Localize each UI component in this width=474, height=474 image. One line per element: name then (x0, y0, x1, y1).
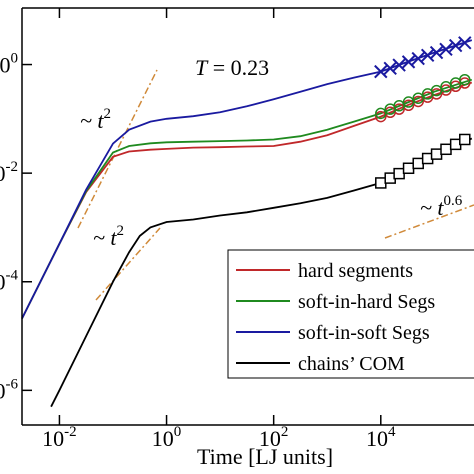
x-axis-label: Time [LJ units] (197, 444, 333, 469)
plot-area (21, 36, 473, 408)
circle-marker (440, 81, 452, 93)
annotation: T = 0.23 (195, 55, 269, 80)
guide-line (77, 69, 158, 229)
cross-marker (429, 45, 444, 60)
x-tick-label: 102 (259, 424, 289, 451)
square-marker (430, 148, 443, 160)
annotation: ~ t2 (80, 106, 111, 133)
x-tick-label: 10-2 (42, 424, 77, 451)
legend-label: soft-in-hard Segs (298, 291, 435, 313)
cross-marker (374, 64, 388, 79)
cross-marker (420, 48, 435, 63)
square-marker (440, 143, 452, 156)
x-tick-label: 100 (152, 424, 182, 451)
circle-marker (459, 77, 471, 89)
circle-marker (375, 110, 387, 123)
cross-marker (448, 38, 463, 53)
guide-line (95, 227, 161, 301)
cross-marker (383, 61, 397, 76)
series-line (21, 39, 473, 319)
legend-box (227, 249, 474, 379)
guide-line (384, 204, 474, 239)
annotation: ~ t0.6 (420, 193, 463, 220)
y-tick-label: 100 (0, 51, 18, 78)
cross-marker (401, 55, 416, 69)
square-marker (459, 133, 471, 146)
circle-marker (393, 100, 405, 112)
cross-marker (458, 36, 472, 50)
circle-marker (402, 96, 415, 108)
circle-marker (412, 92, 424, 104)
y-tick-label: 10-4 (0, 268, 18, 295)
square-marker (393, 167, 405, 180)
circle-marker (375, 107, 387, 120)
legend: hard segments soft-in-hard Segs soft-in-so… (236, 260, 435, 375)
circle-marker (459, 73, 471, 86)
circle-marker (430, 88, 443, 100)
x-tick-label: 104 (366, 424, 396, 451)
square-marker (412, 157, 424, 170)
cross-marker (439, 42, 453, 56)
cross-marker (392, 58, 406, 72)
cross-marker (411, 51, 425, 66)
y-tick-label: 10-2 (0, 159, 18, 186)
annotation: ~ t2 (93, 223, 124, 250)
square-marker (375, 177, 387, 189)
square-marker (402, 162, 415, 175)
circle-marker (430, 84, 443, 97)
y-tick-label: 10-6 (0, 376, 18, 403)
circle-marker (393, 103, 405, 115)
legend-label: chains’ COM (298, 353, 405, 375)
legend-label: soft-in-soft Segs (298, 322, 430, 344)
legend-label: hard segments (298, 260, 413, 282)
